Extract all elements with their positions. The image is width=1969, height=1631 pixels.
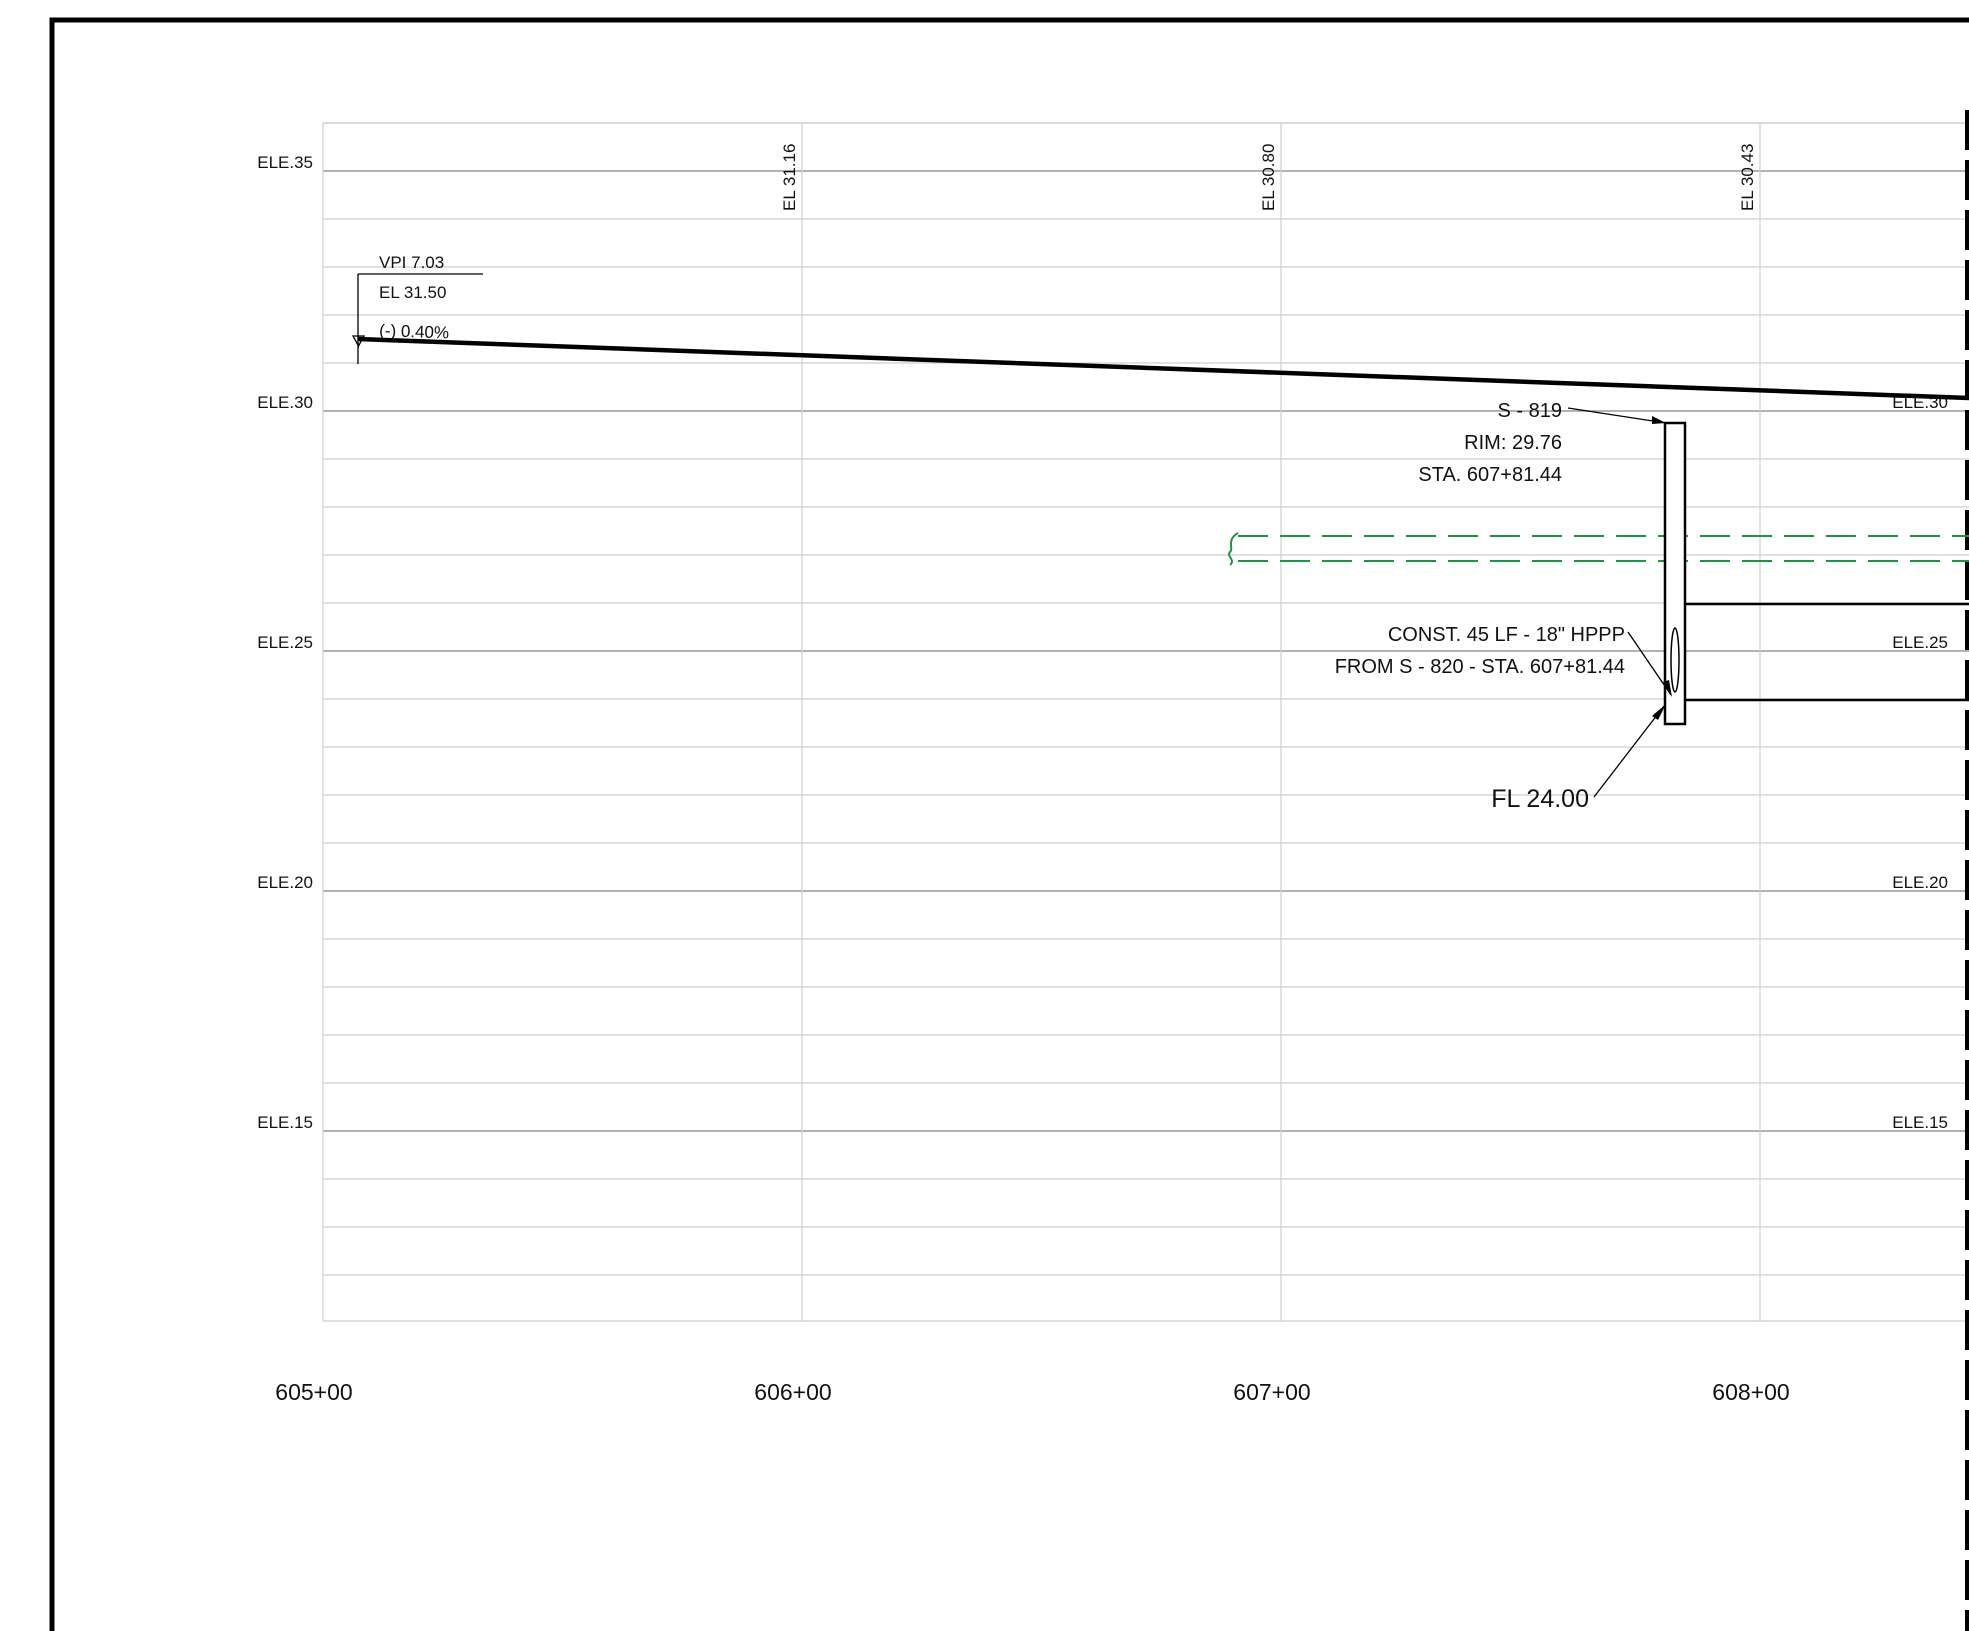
- station-label: 605+00: [275, 1379, 352, 1405]
- pipe-note-arrow-icon: [1663, 680, 1672, 697]
- pipe-note-line2: FROM S - 820 - STA. 607+81.44: [1335, 656, 1625, 678]
- structure-name: S - 819: [1498, 400, 1562, 422]
- elevation-label-left: ELE.25: [257, 633, 313, 652]
- vpi-station: VPI 7.03: [379, 253, 444, 272]
- finished-grade-line: [357, 336, 1969, 401]
- grade-elevation-label: EL 30.80: [1259, 144, 1278, 211]
- sheet-border: [49, 17, 1969, 1631]
- structure-rim: RIM: 29.76: [1464, 432, 1562, 454]
- vpi-grade: (-) 0.40%: [379, 321, 450, 342]
- grade-elevation-label: EL 31.16: [780, 144, 799, 211]
- elevation-label-left: ELE.20: [257, 873, 313, 892]
- structure-s819: [1663, 421, 1687, 726]
- profile-grid: [322, 122, 1969, 1322]
- elevation-label-right: ELE.20: [1892, 873, 1948, 892]
- pipe-end-ellipse: [1670, 627, 1680, 693]
- flowline-leader: [1593, 705, 1665, 798]
- vpi-marker: VPI 7.03 EL 31.50 (-) 0.40%: [351, 253, 483, 364]
- grade-elevation-label: EL 30.43: [1738, 144, 1757, 211]
- flowline-arrow-icon: [1652, 704, 1666, 720]
- elevation-label-right: ELE.15: [1892, 1113, 1948, 1132]
- flowline-label: FL 24.00: [1491, 785, 1589, 813]
- elevation-label-right: ELE.25: [1892, 633, 1948, 652]
- structure-leader: [1567, 407, 1667, 424]
- station-label: 607+00: [1233, 1379, 1310, 1405]
- axis-labels: ELE.35 ELE.30 ELE.25 ELE.20 ELE.15 ELE.30 ELE.…: [257, 144, 1948, 1405]
- elevation-label-left: ELE.15: [257, 1113, 313, 1132]
- station-label: 606+00: [754, 1379, 831, 1405]
- proposed-pipe: [1685, 602, 1969, 702]
- structure-station: STA. 607+81.44: [1418, 464, 1562, 486]
- elevation-label-right: ELE.30: [1892, 393, 1948, 412]
- vpi-triangle-icon: [351, 335, 366, 348]
- station-label: 608+00: [1712, 1379, 1789, 1405]
- vpi-elevation: EL 31.50: [379, 283, 446, 302]
- pipe-callout: CONST. 45 LF - 18" HPPP FROM S - 820 - S…: [1335, 624, 1672, 697]
- structure-leader-arrow-icon: [1652, 416, 1666, 424]
- pipe-note-line1: CONST. 45 LF - 18" HPPP: [1388, 624, 1625, 646]
- elevation-label-left: ELE.30: [257, 393, 313, 412]
- utility-break-symbol: [1228, 532, 1239, 566]
- flowline-callout: FL 24.00: [1491, 704, 1666, 813]
- existing-utility: [1228, 532, 1969, 566]
- pipe-note-leader: [1627, 631, 1672, 696]
- structure-callout: S - 819 RIM: 29.76 STA. 607+81.44: [1418, 400, 1667, 486]
- elevation-label-left: ELE.35: [257, 153, 313, 172]
